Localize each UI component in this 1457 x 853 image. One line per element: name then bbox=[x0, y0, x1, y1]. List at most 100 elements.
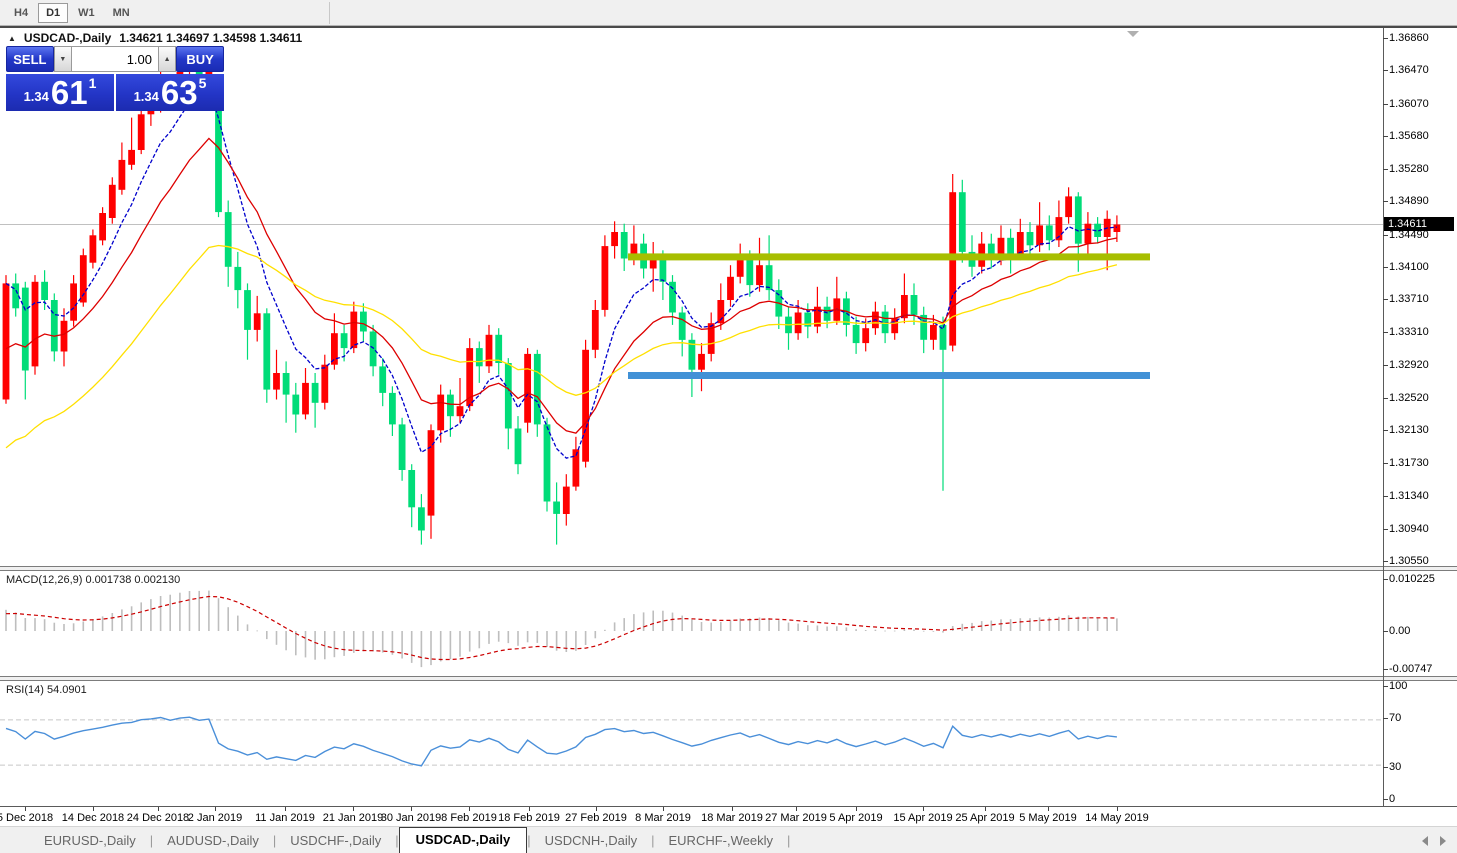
date-tick bbox=[529, 807, 530, 811]
chart-tab-bar: EURUSD-,Daily | AUDUSD-,Daily | USDCHF-,Dail… bbox=[0, 826, 1457, 853]
date-label: 15 Apr 2019 bbox=[893, 812, 953, 824]
sell-price-pip: 1 bbox=[88, 75, 97, 91]
macd-axis-tick bbox=[1383, 631, 1388, 632]
price-axis-tick bbox=[1383, 561, 1388, 562]
macd-axis-label: -0.00747 bbox=[1389, 663, 1433, 675]
price-axis-label: 1.36860 bbox=[1389, 32, 1429, 44]
tab-scroll-left-icon[interactable] bbox=[1422, 836, 1428, 846]
date-label: 30 Jan 2019 bbox=[380, 812, 442, 824]
rsi-header: RSI(14) 54.0901 bbox=[6, 684, 87, 696]
buy-quote-box[interactable]: 1.34 63 5 bbox=[116, 74, 224, 111]
buy-price-pip: 5 bbox=[198, 75, 207, 91]
date-label: 27 Feb 2019 bbox=[565, 812, 627, 824]
rsi-axis-tick bbox=[1383, 686, 1388, 687]
spin-down-icon: ▼ bbox=[59, 55, 67, 63]
price-axis-label: 1.32920 bbox=[1389, 359, 1429, 371]
tab-separator: | bbox=[787, 833, 791, 848]
tab-scroll-right-icon[interactable] bbox=[1440, 836, 1446, 846]
date-tick bbox=[985, 807, 986, 811]
date-label: 5 May 2019 bbox=[1019, 812, 1077, 824]
macd-axis-tick bbox=[1383, 669, 1388, 670]
macd-axis-label: 0.010225 bbox=[1389, 573, 1435, 585]
price-axis-label: 1.33310 bbox=[1389, 326, 1429, 338]
collapse-triangle-icon[interactable]: ▲ bbox=[8, 33, 16, 43]
rsi-axis-label: 0 bbox=[1389, 793, 1396, 805]
macd-chart-canvas[interactable] bbox=[0, 571, 1383, 676]
chart-tab-usdcnh[interactable]: USDCNH-,Daily bbox=[544, 833, 638, 848]
price-axis-label: 1.30550 bbox=[1389, 555, 1429, 567]
buy-button[interactable]: BUY bbox=[176, 46, 224, 72]
price-axis-label: 1.34890 bbox=[1389, 195, 1429, 207]
price-axis-tick bbox=[1383, 201, 1388, 202]
date-label: 18 Feb 2019 bbox=[498, 812, 560, 824]
price-axis-tick bbox=[1383, 267, 1388, 268]
date-label: 11 Jan 2019 bbox=[255, 812, 315, 824]
date-label: 14 Dec 2018 bbox=[61, 812, 125, 824]
date-label: 8 Mar 2019 bbox=[635, 812, 691, 824]
macd-axis-label: 0.00 bbox=[1389, 625, 1411, 637]
date-axis[interactable]: 5 Dec 2018 14 Dec 2018 24 Dec 2018 2 Jan 20… bbox=[0, 807, 1383, 826]
tab-separator: | bbox=[651, 833, 655, 848]
macd-panel-splitter[interactable] bbox=[0, 566, 1457, 571]
price-axis-tick bbox=[1383, 38, 1388, 39]
volume-increase-button[interactable]: ▲ bbox=[158, 46, 177, 72]
date-tick bbox=[596, 807, 597, 811]
date-label: 14 May 2019 bbox=[1085, 812, 1149, 824]
timeframe-tab-h4[interactable]: H4 bbox=[14, 7, 29, 19]
chart-tab-eurchf[interactable]: EURCHF-,Weekly bbox=[668, 833, 774, 848]
rsi-axis-tick bbox=[1383, 767, 1388, 768]
price-axis-tick bbox=[1383, 104, 1388, 105]
one-click-trading-panel: SELL ▼ ▲ BUY 1.34 61 1 1.34 63 5 bbox=[6, 46, 224, 111]
price-axis-label: 1.35680 bbox=[1389, 130, 1429, 142]
date-tick bbox=[353, 807, 354, 811]
tab-separator: | bbox=[395, 833, 399, 848]
date-tick bbox=[796, 807, 797, 811]
chart-header: ▲ USDCAD-,Daily 1.34621 1.34697 1.34598 … bbox=[8, 31, 302, 45]
sell-quote-box[interactable]: 1.34 61 1 bbox=[6, 74, 114, 111]
sell-button[interactable]: SELL bbox=[6, 46, 54, 72]
volume-decrease-button[interactable]: ▼ bbox=[53, 46, 72, 72]
rsi-chart-canvas[interactable] bbox=[0, 681, 1383, 806]
price-axis-label: 1.36070 bbox=[1389, 98, 1429, 110]
price-axis-tick bbox=[1383, 430, 1388, 431]
date-tick bbox=[856, 807, 857, 811]
panel-bottom-border bbox=[0, 806, 1457, 807]
price-axis-label: 1.36470 bbox=[1389, 64, 1429, 76]
rsi-axis-tick bbox=[1383, 799, 1388, 800]
price-axis-tick bbox=[1383, 496, 1388, 497]
price-axis-label: 1.34100 bbox=[1389, 261, 1429, 273]
price-axis-label: 1.31730 bbox=[1389, 457, 1429, 469]
macd-header: MACD(12,26,9) 0.001738 0.002130 bbox=[6, 574, 181, 586]
price-axis-tick bbox=[1383, 529, 1388, 530]
chart-tab-audusd[interactable]: AUDUSD-,Daily bbox=[167, 833, 259, 848]
tab-separator: | bbox=[527, 833, 531, 848]
sell-price-prefix: 1.34 bbox=[23, 89, 49, 104]
date-label: 2 Jan 2019 bbox=[187, 812, 243, 824]
date-label: 5 Apr 2019 bbox=[829, 812, 883, 824]
current-price-badge: 1.34611 bbox=[1384, 217, 1454, 231]
main-chart-canvas[interactable] bbox=[0, 28, 1383, 566]
price-axis-label: 1.32130 bbox=[1389, 424, 1429, 436]
date-tick bbox=[93, 807, 94, 811]
timeframe-tab-d1[interactable]: D1 bbox=[38, 3, 69, 23]
volume-input[interactable] bbox=[72, 46, 158, 72]
date-tick bbox=[215, 807, 216, 811]
price-axis-tick bbox=[1383, 365, 1388, 366]
toolbar-edge bbox=[0, 25, 1457, 26]
price-axis-label: 1.33710 bbox=[1389, 293, 1429, 305]
date-tick bbox=[411, 807, 412, 811]
timeframe-tab-w1[interactable]: W1 bbox=[78, 7, 95, 19]
date-label: 21 Jan 2019 bbox=[322, 812, 384, 824]
price-axis-tick bbox=[1383, 235, 1388, 236]
price-axis-label: 1.34490 bbox=[1389, 229, 1429, 241]
date-tick bbox=[158, 807, 159, 811]
chart-tab-usdcad[interactable]: USDCAD-,Daily bbox=[398, 827, 528, 853]
spin-up-icon: ▲ bbox=[163, 55, 171, 63]
timeframe-tab-mn[interactable]: MN bbox=[112, 7, 130, 19]
rsi-panel-splitter[interactable] bbox=[0, 676, 1457, 681]
chart-tab-eurusd[interactable]: EURUSD-,Daily bbox=[44, 833, 136, 848]
macd-axis-tick bbox=[1383, 579, 1388, 580]
price-axis-tick bbox=[1383, 70, 1388, 71]
chart-tab-usdchf[interactable]: USDCHF-,Daily bbox=[290, 833, 382, 848]
date-tick bbox=[1048, 807, 1049, 811]
